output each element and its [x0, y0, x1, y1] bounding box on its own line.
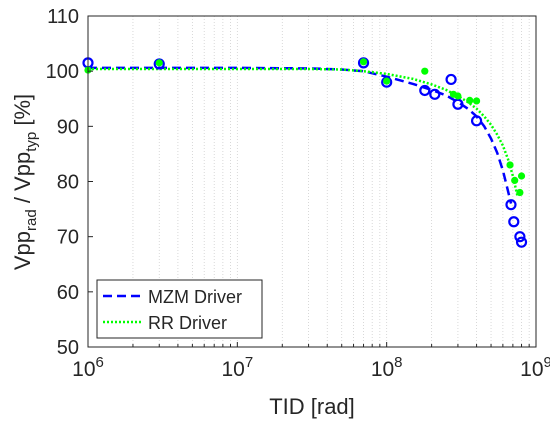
point-mzm: [508, 216, 520, 228]
point-mzm: [514, 231, 526, 243]
point-mzm: [505, 199, 517, 211]
x-tick-exponent: 7: [245, 354, 253, 371]
y-label-sub-1: rad: [23, 209, 40, 231]
point-rr: [506, 161, 514, 169]
grid: [132, 16, 530, 347]
x-tick-exponent: 6: [96, 354, 104, 371]
y-tick-label: 60: [57, 282, 79, 304]
y-tick-label: 80: [57, 172, 79, 194]
point-mzm: [445, 73, 457, 86]
y-label-part-2: / Vpp: [10, 152, 35, 209]
legend-label-rr: RR Driver: [148, 313, 227, 333]
point-rr: [472, 97, 481, 105]
x-axis-label: TID [rad]: [269, 394, 355, 419]
x-tick-base: 10: [371, 358, 394, 381]
x-tick-label: 106: [72, 354, 104, 381]
y-axis-ticks: 50 60 70 80 90 100 110: [46, 6, 93, 359]
y-tick-label: 110: [47, 6, 79, 28]
x-tick-base: 10: [221, 358, 244, 381]
point-rr: [359, 58, 368, 66]
point-mzm: [419, 84, 431, 97]
point-rr: [516, 188, 524, 197]
y-label-part-3: [%]: [10, 94, 35, 132]
point-mzm: [452, 98, 464, 110]
fit-lines: [88, 66, 519, 204]
y-label-sub-2: typ: [23, 132, 40, 152]
point-rr: [383, 77, 391, 85]
point-rr: [421, 67, 429, 75]
x-tick-exponent: 8: [394, 354, 402, 371]
y-axis-label: Vpprad / Vpptyp [%]: [10, 94, 40, 270]
point-rr: [466, 96, 474, 105]
y-tick-label: 100: [46, 61, 79, 83]
y-tick-label: 70: [57, 227, 79, 249]
x-tick-label: 107: [221, 354, 253, 381]
legend: MZM Driver RR Driver: [96, 279, 263, 339]
y-tick-label: 50: [57, 337, 79, 359]
y-tick-label: 90: [57, 116, 79, 138]
point-rr: [155, 59, 163, 67]
x-tick-label: 108: [371, 354, 403, 381]
legend-label-mzm: MZM Driver: [148, 287, 242, 307]
point-mzm: [429, 88, 441, 100]
x-tick-exponent: 9: [544, 354, 550, 371]
x-tick-label: 109: [520, 354, 550, 381]
x-tick-base: 10: [72, 358, 95, 381]
fit-line-0: [88, 66, 513, 204]
point-mzm: [470, 115, 483, 127]
x-axis-ticks: 106 107 108 109: [72, 342, 550, 381]
point-rr: [517, 172, 526, 180]
point-rr: [454, 92, 462, 100]
y-label-part-1: Vpp: [10, 231, 35, 270]
x-tick-base: 10: [520, 358, 543, 381]
point-mzm: [515, 236, 528, 248]
legend-box: [96, 279, 263, 339]
fit-line-1: [88, 67, 519, 196]
point-rr: [511, 176, 519, 184]
